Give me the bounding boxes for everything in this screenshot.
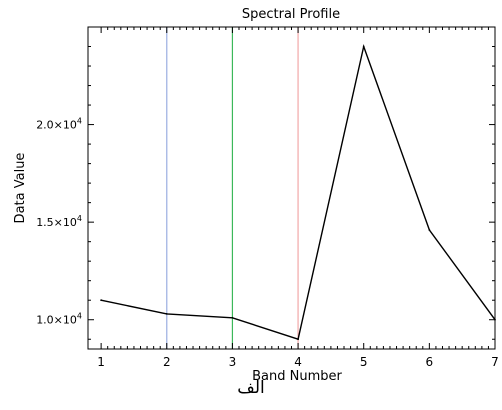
x-tick-label: 6 <box>426 355 434 369</box>
x-tick-label: 2 <box>163 355 171 369</box>
x-tick-label: 1 <box>97 355 105 369</box>
data-point <box>297 338 299 341</box>
chart-title: Spectral Profile <box>242 7 340 22</box>
data-point <box>428 229 431 231</box>
y-tick-label: 1.5×104 <box>36 214 82 229</box>
figure-caption: الف <box>237 378 265 398</box>
data-point <box>100 299 103 302</box>
y-tick-mantissa: 1.5×10 <box>36 216 77 229</box>
x-tick-label: 5 <box>360 355 368 369</box>
y-axis-label: Data Value <box>13 153 28 224</box>
data-point <box>231 316 234 319</box>
plot-frame <box>87 26 496 350</box>
x-axis-label: Band Number <box>252 369 342 384</box>
x-tick-label: 7 <box>491 355 499 369</box>
x-tick-label: 4 <box>294 355 302 369</box>
y-tick-exponent: 4 <box>77 214 82 223</box>
y-tick-mantissa: 1.0×10 <box>36 314 77 327</box>
x-tick-labels: 1 2 3 4 5 6 7 <box>97 355 499 369</box>
y-tick-exponent: 4 <box>77 312 82 321</box>
y-tick-exponent: 4 <box>77 117 82 126</box>
data-point <box>362 45 365 48</box>
y-tick-label: 2.0×104 <box>36 117 82 132</box>
band-markers <box>166 27 299 349</box>
data-point <box>165 312 168 315</box>
tick-marks <box>88 27 496 349</box>
series-layer <box>100 43 496 341</box>
y-tick-label: 1.0×104 <box>36 312 82 327</box>
y-tick-mantissa: 2.0×10 <box>36 119 77 132</box>
x-tick-label: 3 <box>229 355 237 369</box>
